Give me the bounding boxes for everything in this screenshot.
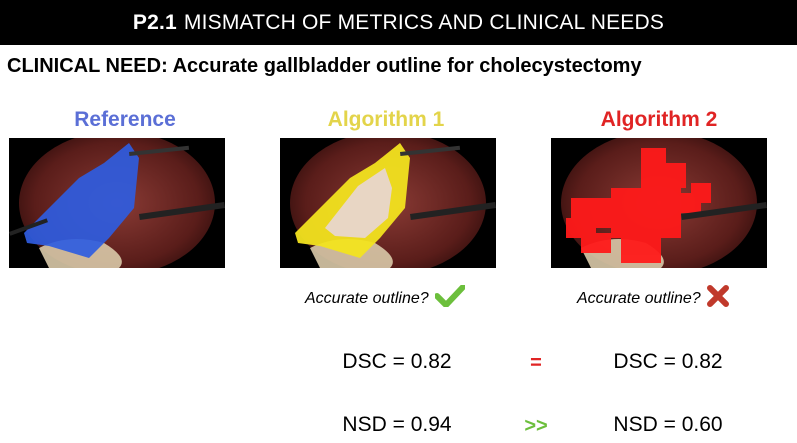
question-text: Accurate outline? (577, 289, 701, 307)
dsc-algorithm-2: DSC = 0.82 (613, 350, 723, 373)
reference-label: Reference (74, 108, 176, 131)
clinical-need-label: CLINICAL NEED: (7, 55, 168, 77)
title-bar: P2.1 MISMATCH OF METRICS AND CLINICAL NE… (0, 0, 797, 45)
dsc-algorithm-1: DSC = 0.82 (342, 350, 452, 373)
algorithm-2-image (551, 138, 767, 268)
algorithm-2-label: Algorithm 2 (600, 108, 718, 131)
reference-image (9, 138, 225, 268)
cross-icon (706, 285, 729, 312)
page-title: MISMATCH OF METRICS AND CLINICAL NEEDS (183, 10, 665, 34)
check-icon (433, 284, 466, 312)
question-text: Accurate outline? (305, 289, 429, 307)
question-algorithm-1: Accurate outline? (305, 284, 466, 312)
dsc-comparison: = (530, 352, 542, 374)
algorithm-1-label: Algorithm 1 (327, 108, 445, 131)
nsd-comparison: >> (524, 415, 548, 437)
title-prefix: P2.1 (132, 10, 177, 34)
nsd-algorithm-1: NSD = 0.94 (342, 413, 452, 436)
clinical-need-text: Accurate gallbladder outline for cholecy… (172, 55, 642, 77)
question-algorithm-2: Accurate outline? (577, 285, 729, 312)
reference-mask (24, 143, 139, 258)
clinical-need: CLINICAL NEED: Accurate gallbladder outl… (7, 55, 642, 78)
nsd-algorithm-2: NSD = 0.60 (613, 413, 723, 436)
algorithm-1-image (280, 138, 496, 268)
algorithm-2-mask (566, 148, 711, 263)
algorithm-1-interior (325, 168, 392, 238)
